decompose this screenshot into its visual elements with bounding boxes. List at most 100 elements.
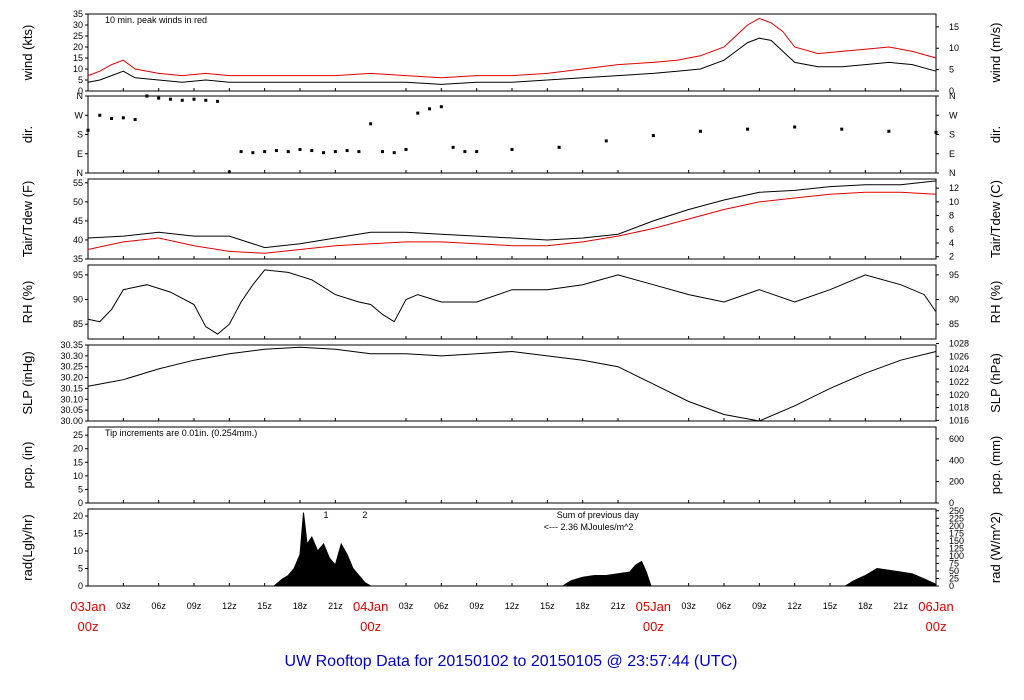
y-tick-label: 30.30 xyxy=(60,351,83,361)
data-point xyxy=(227,170,231,174)
series-line xyxy=(87,346,937,422)
y-tick-label: 0 xyxy=(78,86,83,96)
data-point xyxy=(451,145,455,149)
y2-axis-label: rad (W/m^2) xyxy=(988,512,1003,583)
y2-axis-label: pcp. (mm) xyxy=(988,436,1003,495)
data-point xyxy=(274,149,278,153)
y-tick-label: 35 xyxy=(73,254,83,264)
y2-tick-label: E xyxy=(949,149,955,159)
peak-wind-note: 10 min. peak winds in red xyxy=(105,15,207,25)
y-tick-label: 25 xyxy=(73,430,83,440)
y2-axis-label: SLP (hPa) xyxy=(988,353,1003,413)
data-point xyxy=(439,105,443,109)
y-tick-label: 30 xyxy=(73,20,83,30)
x-minor-label: 18z xyxy=(858,601,873,611)
y-tick-label: 90 xyxy=(73,295,83,305)
y2-axis-label: wind (m/s) xyxy=(988,23,1003,84)
y-tick-label: E xyxy=(77,149,83,159)
x-minor-label: 21z xyxy=(893,601,908,611)
data-point xyxy=(604,139,608,143)
x-minor-label: 12z xyxy=(222,601,237,611)
y-tick-label: 50 xyxy=(73,197,83,207)
data-point xyxy=(192,97,196,101)
panel-frame xyxy=(87,264,937,340)
y2-axis-label: RH (%) xyxy=(988,281,1003,324)
y-tick-label: 95 xyxy=(73,270,83,280)
panel-temperature: 35 40 45 50 55 2 4 6 8 10 12 Tair/Tdew (F) Tair/Tdew… xyxy=(20,178,1003,264)
data-point xyxy=(380,150,384,154)
y2-tick-label: 95 xyxy=(949,270,959,280)
panel-frame xyxy=(87,426,937,504)
time-axis: 03z 06z 09z 12z 15z 18z 21z 03z 06z 09z 12z 15z 18z 2… xyxy=(70,599,953,634)
y-tick-label: 15 xyxy=(73,53,83,63)
y-axis-label: dir. xyxy=(20,126,35,143)
series-line xyxy=(87,269,937,335)
panel-frame xyxy=(87,508,937,587)
y2-tick-label: 10 xyxy=(949,197,959,207)
y2-tick-label: 1026 xyxy=(949,351,969,361)
radiation-marker-2: 2 xyxy=(362,510,367,520)
series-line xyxy=(87,37,937,85)
series-line xyxy=(87,191,937,254)
x-major-hour: 00z xyxy=(360,619,381,634)
y2-tick-label: 1024 xyxy=(949,364,969,374)
x-minor-label: 21z xyxy=(328,601,343,611)
x-major-hour: 00z xyxy=(926,619,947,634)
data-point xyxy=(216,99,220,103)
y-tick-label: 10 xyxy=(73,64,83,74)
y2-tick-label: 1028 xyxy=(949,338,969,348)
y2-tick-label: N xyxy=(949,168,956,178)
y-tick-label: S xyxy=(77,130,83,140)
data-point xyxy=(510,147,514,151)
y2-tick-label: 90 xyxy=(949,295,959,305)
y2-tick-label: 125 xyxy=(949,543,964,553)
radiation-sum-value: <--- 2.36 MJoules/m^2 xyxy=(544,522,634,532)
data-point xyxy=(98,113,102,117)
data-point xyxy=(180,98,184,102)
x-minor-label: 03z xyxy=(116,601,131,611)
data-point xyxy=(428,107,432,111)
y-tick-label: 5 xyxy=(78,484,83,494)
y-tick-label: 35 xyxy=(73,9,83,19)
y-tick-label: 30.35 xyxy=(60,340,83,350)
radiation-sum-note: Sum of previous day xyxy=(557,510,640,520)
y-tick-label: 30.10 xyxy=(60,394,83,404)
data-point xyxy=(651,134,655,138)
x-minor-label: 15z xyxy=(540,601,555,611)
y2-tick-label: 100 xyxy=(949,551,964,561)
y-tick-label: 20 xyxy=(73,444,83,454)
radiation-marker-1: 1 xyxy=(324,510,329,520)
y2-tick-label: 4 xyxy=(949,238,954,248)
y-axis-label: Tair/Tdew (F) xyxy=(20,181,35,258)
y2-tick-label: 6 xyxy=(949,224,954,234)
data-point xyxy=(698,129,702,133)
y-tick-label: W xyxy=(75,110,84,120)
y2-tick-label: 1016 xyxy=(949,415,969,425)
data-point xyxy=(887,129,891,133)
data-point xyxy=(416,111,420,115)
data-point xyxy=(286,150,290,154)
x-minor-label: 21z xyxy=(611,601,626,611)
data-point xyxy=(557,145,561,149)
panel-pressure: 30.0030.0530.1030.1530.2030.2530.3030.35… xyxy=(20,338,1003,426)
data-point xyxy=(110,116,114,120)
x-minor-label: 03z xyxy=(399,601,414,611)
data-point xyxy=(333,150,337,154)
y2-tick-label: N xyxy=(949,91,956,101)
y2-tick-label: 5 xyxy=(949,65,954,75)
y2-tick-label: 10 xyxy=(949,43,959,53)
data-point xyxy=(298,147,302,151)
radiation-area xyxy=(272,512,373,587)
y2-tick-label: 8 xyxy=(949,211,954,221)
data-point xyxy=(345,149,349,153)
radiation-area xyxy=(560,560,652,587)
y-tick-label: 15 xyxy=(73,457,83,467)
y2-tick-label: 600 xyxy=(949,434,964,444)
y-axis-label: wind (kts) xyxy=(20,25,35,82)
y-tick-label: 25 xyxy=(73,31,83,41)
y2-axis-label: dir. xyxy=(988,126,1003,143)
y-axis-label: RH (%) xyxy=(20,281,35,324)
data-point xyxy=(121,116,125,120)
